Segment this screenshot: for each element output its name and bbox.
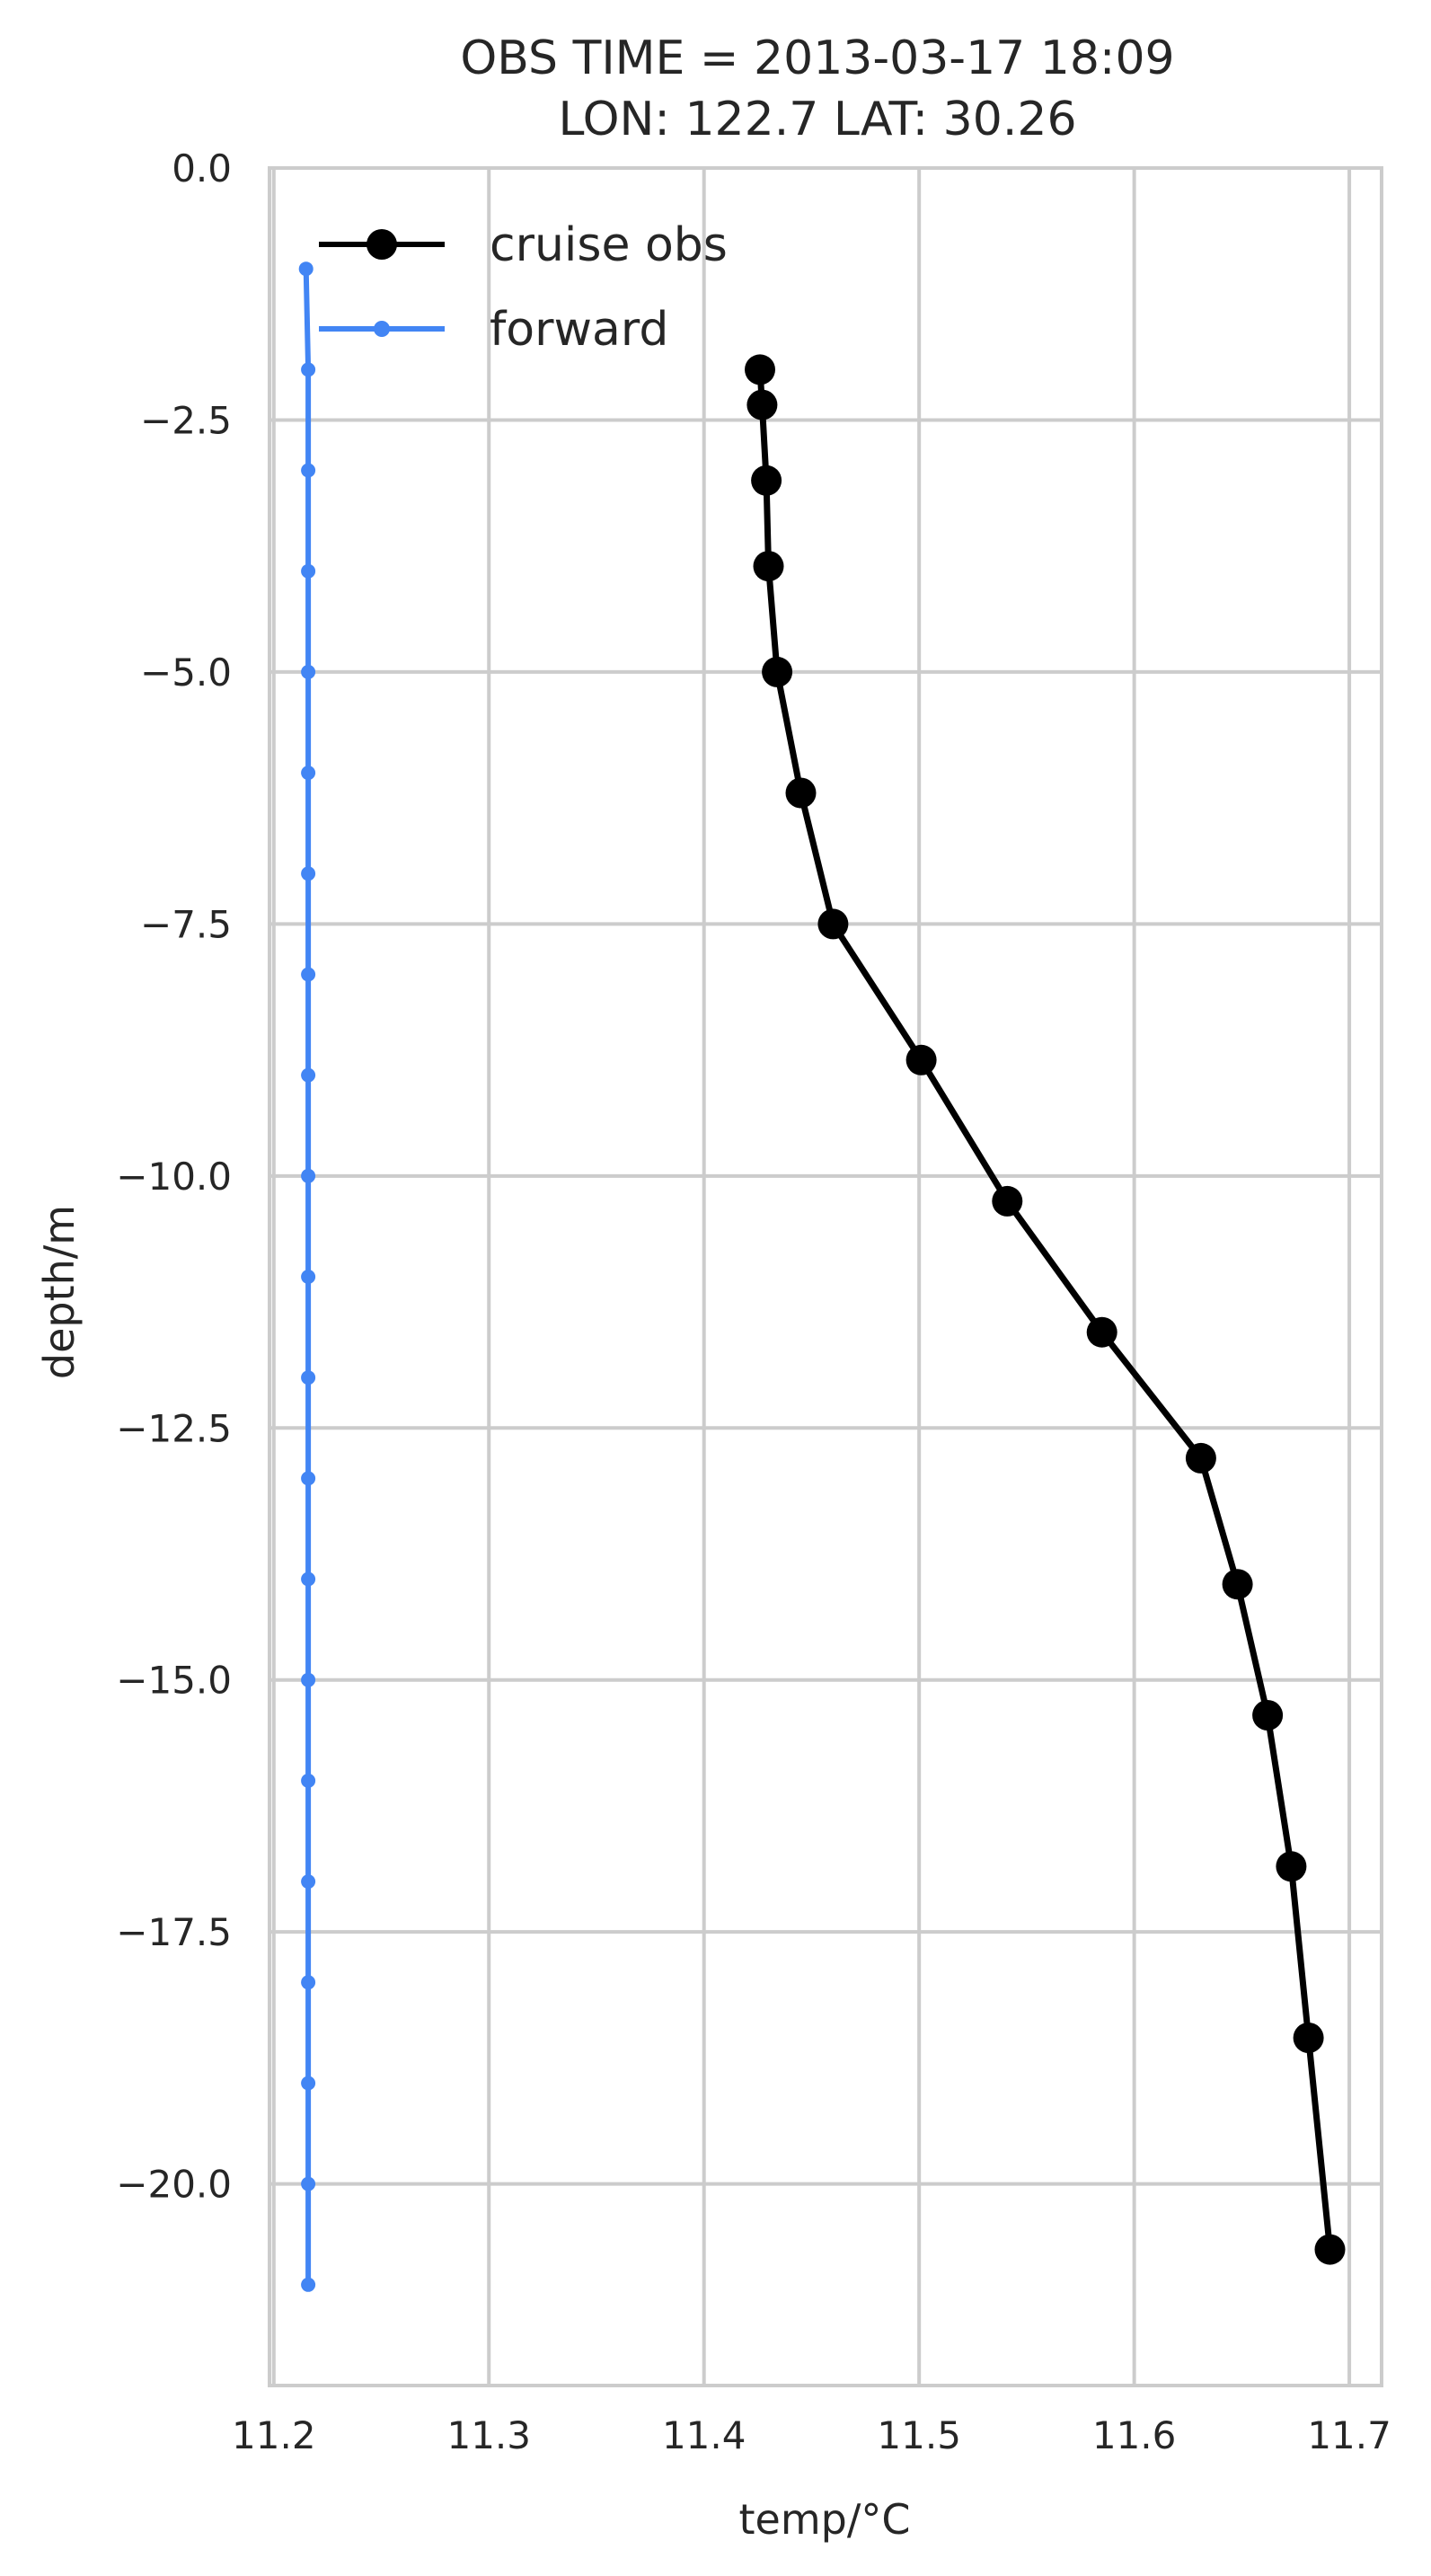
data-point-cruise-obs (762, 656, 793, 687)
y-tick-label: −20.0 (116, 2163, 232, 2207)
x-tick-label: 11.3 (446, 2413, 531, 2457)
y-axis-label: depth/m (35, 1205, 84, 1379)
series-layer (298, 261, 1346, 2292)
data-point-cruise-obs (1185, 1442, 1216, 1474)
x-axis-ticks: 11.2 11.3 11.4 11.5 11.6 11.7 (232, 2413, 1391, 2457)
data-point-forward (301, 362, 316, 377)
y-axis-ticks: 0.0 −2.5 −5.0 −7.5 −10.0 −12.5 −15.0 −17.5 −20.0 (116, 146, 232, 2207)
data-point-forward (301, 1571, 316, 1587)
data-point-cruise-obs (992, 1185, 1023, 1217)
legend: cruise obs forward (319, 218, 728, 357)
y-tick-label: −10.0 (116, 1155, 232, 1199)
data-point-forward (301, 1672, 316, 1687)
legend-cruise-obs-label: cruise obs (490, 218, 728, 272)
data-point-forward (301, 1270, 316, 1284)
data-point-forward (301, 1773, 316, 1788)
data-point-cruise-obs (751, 465, 782, 496)
y-tick-label: −7.5 (140, 902, 232, 946)
data-point-forward (301, 463, 316, 478)
data-point-forward (301, 2076, 316, 2091)
data-point-forward (301, 1067, 316, 1083)
data-point-cruise-obs (745, 354, 775, 385)
legend-forward-label: forward (490, 303, 668, 357)
data-point-forward (301, 2277, 316, 2292)
data-point-forward (298, 261, 314, 277)
x-axis-label: temp/°C (739, 2495, 911, 2544)
x-tick-label: 11.4 (662, 2413, 746, 2457)
data-point-cruise-obs (1086, 1316, 1117, 1348)
data-point-forward (301, 1975, 316, 1990)
legend-forward-marker (374, 321, 390, 337)
series-forward (298, 261, 316, 2292)
chart-title: OBS TIME = 2013-03-17 18:09 (460, 31, 1174, 85)
data-point-forward (301, 866, 316, 881)
legend-cruise-obs-marker (367, 229, 397, 260)
y-tick-label: −2.5 (140, 398, 232, 442)
data-point-cruise-obs (1276, 1851, 1307, 1882)
series-cruise-obs (745, 354, 1346, 2265)
data-point-cruise-obs (817, 908, 849, 940)
y-tick-label: −12.5 (116, 1406, 232, 1450)
data-point-forward (301, 1370, 316, 1385)
data-point-forward (301, 1471, 316, 1486)
data-point-cruise-obs (746, 389, 778, 420)
data-point-forward (301, 2176, 316, 2191)
data-point-cruise-obs (785, 777, 817, 809)
data-point-cruise-obs (1314, 2234, 1346, 2265)
data-point-cruise-obs (1222, 1569, 1253, 1600)
data-point-forward (301, 766, 316, 781)
chart-subtitle: LON: 122.7 LAT: 30.26 (558, 93, 1076, 146)
data-point-forward (301, 563, 316, 579)
y-tick-label: −15.0 (116, 1659, 232, 1703)
x-tick-label: 11.2 (232, 2413, 316, 2457)
data-point-cruise-obs (905, 1044, 937, 1076)
y-tick-label: 0.0 (172, 146, 232, 190)
x-tick-label: 11.6 (1092, 2413, 1177, 2457)
plot-frame (268, 166, 1383, 2387)
data-point-cruise-obs (1252, 1700, 1284, 1731)
x-tick-label: 11.7 (1307, 2413, 1391, 2457)
y-tick-label: −5.0 (140, 651, 232, 695)
data-point-forward (301, 664, 316, 679)
data-point-forward (301, 1168, 316, 1183)
data-point-cruise-obs (753, 551, 784, 582)
data-point-forward (301, 967, 316, 982)
x-tick-label: 11.5 (877, 2413, 961, 2457)
data-point-cruise-obs (1293, 2023, 1324, 2053)
data-point-forward (301, 1874, 316, 1890)
y-tick-label: −17.5 (116, 1910, 232, 1954)
series-line-cruise-obs (756, 366, 1333, 2253)
